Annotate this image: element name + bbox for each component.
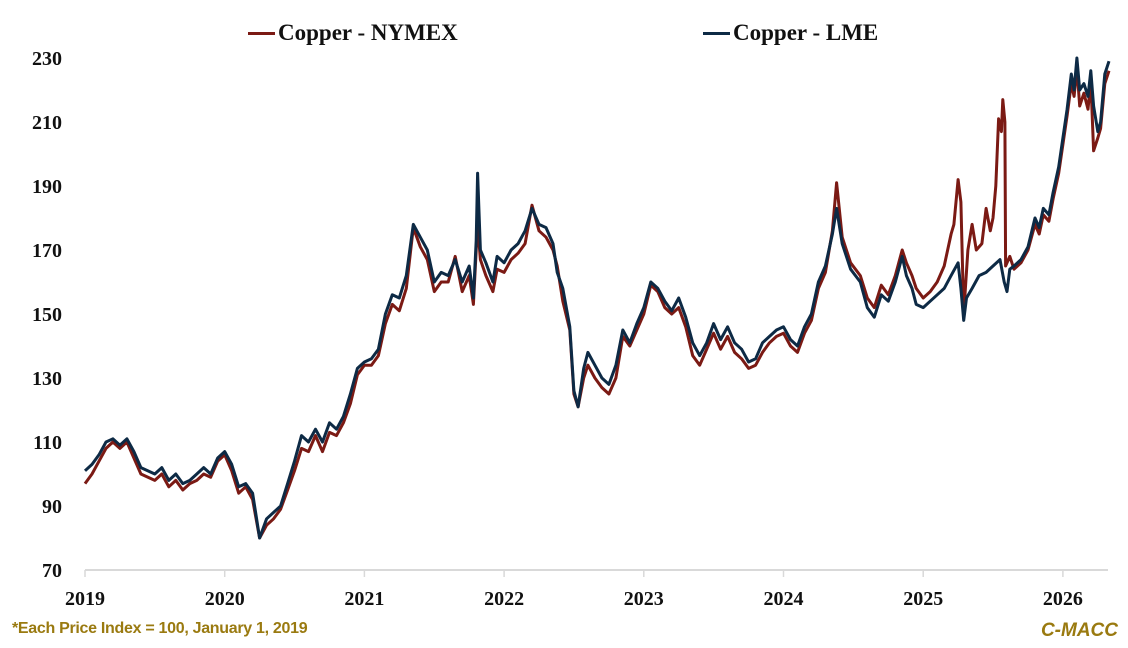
y-tick-label: 70 <box>42 560 62 582</box>
y-tick-label: 110 <box>33 432 62 454</box>
x-tick-label: 2021 <box>344 588 384 610</box>
x-tick-label: 2025 <box>903 588 943 610</box>
y-tick-label: 230 <box>32 48 62 70</box>
legend-label-nymex: Copper - NYMEX <box>278 20 458 45</box>
series-line-lme <box>83 56 1111 540</box>
x-tick-label: 2020 <box>205 588 245 610</box>
source-brand: C-MACC <box>1040 620 1118 641</box>
y-tick-label: 130 <box>32 368 62 390</box>
y-axis-ticks: 70 90 110 130 150 170 190 210 230 <box>32 48 62 582</box>
series-lines <box>83 56 1111 540</box>
legend-label-lme: Copper - LME <box>733 20 879 45</box>
footnote: *Each Price Index = 100, January 1, 2019 <box>12 620 308 637</box>
legend-item-nymex: Copper - NYMEX <box>248 20 458 46</box>
x-tick-label: 2019 <box>65 588 105 610</box>
y-tick-label: 170 <box>32 240 62 262</box>
legend-swatch-lme <box>703 31 730 35</box>
x-tick-label: 2024 <box>764 588 804 610</box>
x-tick-label: 2022 <box>484 588 524 610</box>
legend-swatch-nymex <box>248 31 275 35</box>
x-tick-label: 2023 <box>624 588 664 610</box>
x-axis: 2019 2020 2021 2022 2023 2024 2025 2026 <box>65 569 1108 610</box>
y-tick-label: 150 <box>32 304 62 326</box>
y-tick-label: 190 <box>32 176 62 198</box>
y-tick-label: 210 <box>32 112 62 134</box>
series-line-nymex <box>83 66 1111 540</box>
y-tick-label: 90 <box>42 496 62 518</box>
x-tick-label: 2026 <box>1043 588 1083 610</box>
legend-item-lme: Copper - LME <box>703 20 878 46</box>
